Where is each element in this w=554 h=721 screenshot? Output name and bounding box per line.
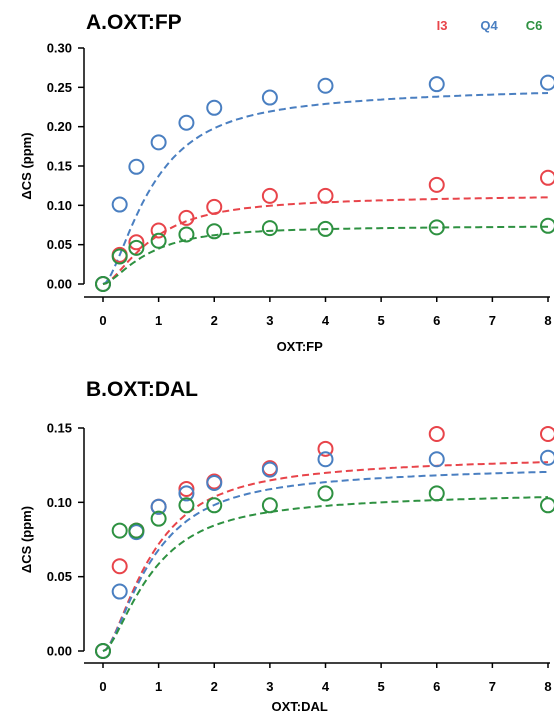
x-tick-label: 5	[378, 313, 385, 328]
data-point-c6	[317, 485, 334, 502]
x-axis-label: OXT:DAL	[272, 699, 328, 714]
y-tick-label: 0.00	[47, 277, 72, 292]
data-point-c6	[540, 217, 554, 234]
x-tick-label: 1	[155, 679, 162, 694]
data-point-c6	[261, 220, 278, 237]
data-point-i3	[261, 187, 278, 204]
x-tick-label: 6	[433, 313, 440, 328]
data-point-q4	[540, 74, 554, 91]
y-tick-label: 0.05	[47, 569, 72, 584]
data-point-c6	[111, 522, 128, 539]
x-tick-label: 8	[544, 679, 551, 694]
x-tick-label: 3	[266, 679, 273, 694]
fit-curve-q4	[102, 92, 549, 285]
data-point-q4	[150, 498, 167, 515]
x-tick-label: 2	[211, 679, 218, 694]
data-point-q4	[261, 461, 278, 478]
data-point-i3	[178, 480, 195, 497]
data-point-q4	[428, 451, 445, 468]
x-tick-label: 3	[266, 313, 273, 328]
data-point-i3	[428, 425, 445, 442]
data-point-i3	[178, 209, 195, 226]
x-tick-label: 7	[489, 679, 496, 694]
data-point-c6	[428, 485, 445, 502]
data-point-i3	[317, 187, 334, 204]
data-point-q4	[178, 114, 195, 131]
data-point-i3	[111, 558, 128, 575]
data-point-i3	[540, 169, 554, 186]
data-point-q4	[178, 485, 195, 502]
data-point-i3	[150, 222, 167, 239]
x-tick-label: 6	[433, 679, 440, 694]
y-tick-label: 0.15	[47, 159, 72, 174]
panel-title: B.OXT:DAL	[86, 378, 198, 401]
data-point-c6	[317, 220, 334, 237]
data-point-c6	[428, 219, 445, 236]
data-point-i3	[206, 198, 223, 215]
data-point-c6	[95, 276, 111, 292]
x-tick-label: 0	[99, 313, 106, 328]
y-tick-label: 0.30	[47, 41, 72, 56]
data-point-c6	[261, 497, 278, 514]
data-point-q4	[261, 89, 278, 106]
x-tick-label: 7	[489, 313, 496, 328]
fit-curve-c6	[102, 225, 548, 285]
y-tick-label: 0.10	[47, 495, 72, 510]
data-point-q4	[150, 134, 167, 151]
fit-curve-c6	[102, 496, 548, 652]
y-tick-label: 0.10	[47, 198, 72, 213]
x-tick-label: 1	[155, 313, 162, 328]
y-tick-label: 0.05	[47, 237, 72, 252]
data-point-q4	[206, 99, 223, 116]
data-point-q4	[317, 77, 334, 94]
y-tick-label: 0.00	[47, 644, 72, 659]
data-point-q4	[111, 196, 128, 213]
data-point-i3	[540, 425, 554, 442]
data-point-c6	[206, 223, 223, 240]
fit-curve-q4	[102, 470, 549, 652]
y-tick-label: 0.25	[47, 80, 72, 95]
data-point-i3	[428, 176, 445, 193]
fit-curve-i3	[102, 196, 548, 285]
data-point-q4	[428, 76, 445, 93]
x-tick-label: 4	[322, 313, 330, 328]
legend-label-q4: Q4	[480, 18, 498, 33]
data-point-c6	[128, 239, 145, 256]
data-point-c6	[206, 497, 223, 514]
y-axis-label: ΔCS (ppm)	[19, 506, 34, 573]
data-point-c6	[128, 522, 145, 539]
data-point-q4	[128, 158, 145, 175]
y-axis-label: ΔCS (ppm)	[19, 132, 34, 199]
legend-label-c6: C6	[526, 18, 543, 33]
data-point-c6	[95, 643, 111, 659]
y-tick-label: 0.20	[47, 119, 72, 134]
fit-curve-i3	[102, 461, 549, 652]
data-point-i3	[317, 440, 334, 457]
data-point-c6	[150, 232, 167, 249]
data-point-q4	[206, 475, 223, 492]
data-point-i3	[128, 234, 145, 251]
data-point-c6	[540, 497, 554, 514]
x-tick-label: 5	[378, 679, 385, 694]
data-point-c6	[178, 497, 195, 514]
legend-label-i3: I3	[437, 18, 448, 33]
data-point-c6	[150, 510, 167, 527]
data-point-c6	[178, 226, 195, 243]
x-axis-label: OXT:FP	[277, 339, 324, 354]
data-point-q4	[317, 451, 334, 468]
data-point-q4	[540, 449, 554, 466]
x-tick-label: 0	[99, 679, 106, 694]
y-tick-label: 0.15	[47, 421, 72, 436]
panel-title: A.OXT:FP	[86, 11, 182, 34]
x-tick-label: 8	[544, 313, 551, 328]
x-tick-label: 4	[322, 679, 330, 694]
data-point-q4	[111, 583, 128, 600]
x-tick-label: 2	[211, 313, 218, 328]
data-point-c6	[111, 248, 128, 265]
